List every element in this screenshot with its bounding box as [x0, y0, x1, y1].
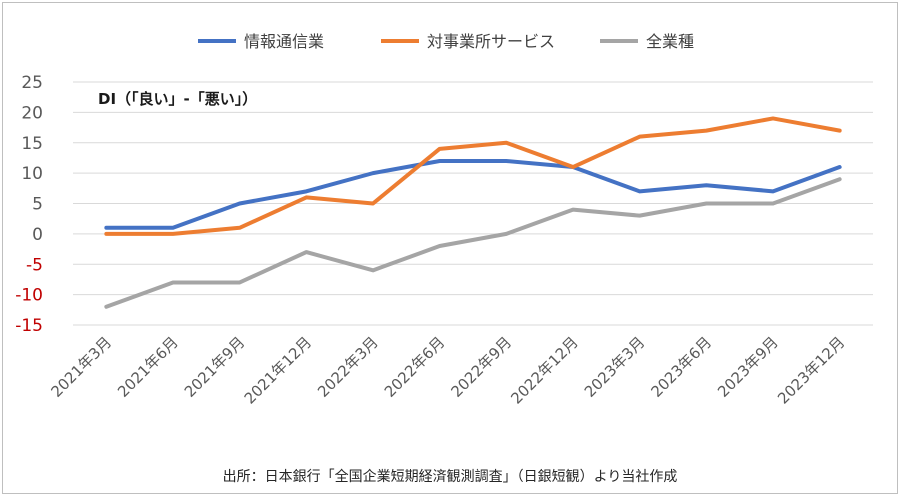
x-tick-label: 2023年9月 — [714, 333, 782, 401]
legend: 情報通信業 対事業所サービス 全業種 — [198, 32, 694, 51]
y-tick-label: 0 — [32, 225, 43, 245]
x-tick-label: 2022年6月 — [381, 333, 449, 401]
series-line-3 — [104, 177, 842, 309]
y-tick-label: -15 — [15, 316, 43, 336]
x-axis-ticks: 2021年3月2021年6月2021年9月2021年12月2022年3月2022… — [47, 333, 848, 407]
x-tick-label: 2021年3月 — [47, 333, 115, 401]
series-line-2 — [104, 116, 842, 236]
line-chart: 25 20 15 10 5 0 -5 -10 -15 2021年3月2021年6月2021年9月… — [15, 32, 873, 485]
y-tick-label: 10 — [21, 164, 43, 184]
gridlines — [73, 81, 873, 326]
y-tick-label: -5 — [26, 255, 43, 275]
x-tick-label: 2023年6月 — [647, 333, 715, 401]
y-tick-label: 15 — [21, 134, 43, 154]
x-tick-label: 2023年3月 — [581, 333, 649, 401]
y-tick-label: 20 — [21, 103, 43, 123]
x-tick-label: 2021年9月 — [181, 333, 249, 401]
legend-label: 情報通信業 — [244, 32, 324, 51]
y-tick-label: -10 — [15, 286, 43, 306]
y-tick-label: 25 — [21, 73, 43, 93]
y-tick-label: 5 — [32, 195, 43, 215]
x-tick-label: 2021年6月 — [114, 333, 182, 401]
x-tick-label: 2022年3月 — [314, 333, 382, 401]
x-tick-label: 2023年12月 — [774, 333, 848, 407]
y-axis-ticks: 25 20 15 10 5 0 -5 -10 -15 — [15, 73, 43, 336]
source-note: 出所：日本銀行「全国企業短期経済観測調査」（日銀短観）より当社作成 — [223, 468, 678, 485]
x-tick-label: 2022年9月 — [447, 333, 515, 401]
legend-label: 全業種 — [646, 32, 694, 51]
x-tick-label: 2022年12月 — [507, 333, 581, 407]
legend-label: 対事業所サービス — [427, 32, 555, 51]
series-lines — [104, 116, 842, 309]
x-tick-label: 2021年12月 — [241, 333, 315, 407]
series-line-1 — [104, 158, 842, 230]
chart-annotation: DI（「良い」-「悪い」） — [98, 90, 257, 108]
